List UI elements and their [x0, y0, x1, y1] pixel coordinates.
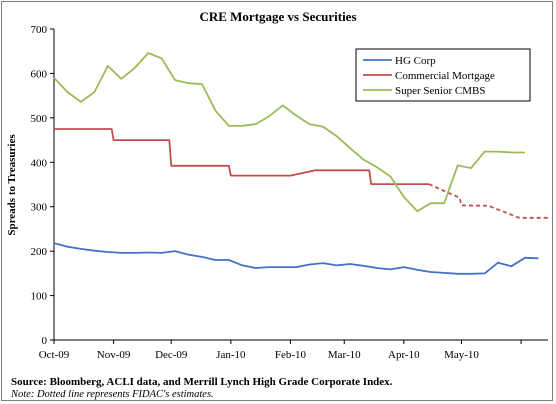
series-hg-corp: [53, 242, 539, 275]
x-tick-label: Dec-09: [155, 349, 188, 361]
y-tick-label: 200: [31, 246, 48, 258]
source-text: Source: Bloomberg, ACLI data, and Merril…: [11, 376, 393, 388]
legend-label-commercial-mortgage: Commercial Mortgage: [395, 70, 495, 82]
series-line-hg-corp: [53, 242, 539, 275]
legend-label-super-senior-cmbs: Super Senior CMBS: [395, 85, 485, 97]
y-tick-label: 0: [42, 335, 48, 347]
legend-label-hg-corp: HG Corp: [395, 55, 436, 67]
chart-title: CRE Mortgage vs Securities: [199, 9, 357, 24]
x-tick-label: Oct-09: [39, 349, 70, 361]
x-tick-label: Jan-10: [216, 349, 246, 361]
series-line-commercial-mortgage: [54, 128, 429, 186]
x-tick-label: Nov-09: [97, 349, 131, 361]
series-line-super-senior-cmbs: [53, 52, 525, 213]
series-estimate-line-commercial-mortgage: [428, 183, 548, 219]
y-tick-label: 600: [31, 68, 48, 80]
note-text: Note: Dotted line represents FIDAC's est…: [11, 389, 214, 400]
y-tick-label: 100: [31, 291, 48, 303]
x-tick-label: Apr-10: [388, 349, 420, 361]
y-tick-label: 300: [31, 202, 48, 214]
x-tick-label: May-10: [444, 349, 479, 361]
series-commercial-mortgage: [54, 128, 548, 219]
legend: HG Corp Commercial Mortgage Super Senior C…: [355, 48, 531, 102]
series-super-senior-cmbs: [53, 52, 525, 213]
y-tick-label: 700: [31, 24, 48, 36]
y-axis: 0 100 200 300 400 500 600 700: [31, 24, 55, 347]
series-layer: [53, 52, 548, 275]
y-tick-label: 500: [31, 113, 48, 125]
y-tick-label: 400: [31, 157, 48, 169]
x-tick-label: Feb-10: [275, 349, 307, 361]
x-axis: Oct-09 Nov-09 Dec-09 Jan-10 Feb-10 Mar-10 Apr-…: [39, 339, 548, 361]
x-tick-label: Mar-10: [328, 349, 361, 361]
